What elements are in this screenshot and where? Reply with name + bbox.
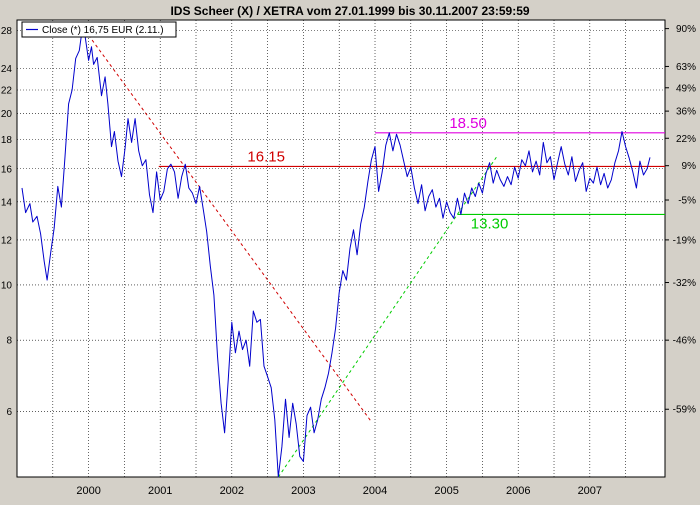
- y-right-tick-label: -5%: [678, 196, 696, 207]
- x-tick-label: 2005: [434, 485, 458, 497]
- x-axis: 2000 2001 2002 2003 2004 2005 2006 2007: [76, 485, 602, 497]
- legend-box: [21, 21, 177, 38]
- y-right-tick-label: 36%: [676, 107, 696, 118]
- y-tick-label: 6: [6, 407, 12, 418]
- y-axis-right: 90% 63% 49% 36% 22% 9% -5% -19% -32% -46% -59%: [665, 24, 696, 416]
- y-right-tick-label: -19%: [673, 235, 696, 246]
- plot-area: [16, 19, 666, 478]
- y-tick-label: 24: [1, 64, 13, 75]
- x-tick-label: 2004: [363, 485, 387, 497]
- y-tick-label: 20: [1, 109, 13, 120]
- price-series-line: [21, 29, 651, 478]
- legend-label: Close (*) 16,75 EUR (2.11.): [42, 25, 164, 36]
- y-right-tick-label: -59%: [673, 405, 696, 416]
- trend-lines: [84, 30, 498, 478]
- y-right-tick-label: 22%: [676, 134, 696, 145]
- level-label: 16.15: [247, 148, 285, 165]
- x-tick-label: 2000: [76, 485, 100, 497]
- legend: Close (*) 16,75 EUR (2.11.): [21, 21, 177, 38]
- x-tick-label: 2003: [291, 485, 315, 497]
- y-tick-label: 12: [1, 235, 13, 246]
- y-right-tick-label: -46%: [673, 336, 696, 347]
- y-right-tick-label: 9%: [682, 161, 697, 172]
- y-right-tick-label: 63%: [676, 62, 696, 73]
- y-axis-left: 28 24 22 20 18 16 14 12 10 8 6: [1, 26, 13, 418]
- y-tick-label: 10: [1, 280, 13, 291]
- y-tick-label: 18: [1, 135, 13, 146]
- series-group: [21, 29, 651, 478]
- x-tick-label: 2002: [220, 485, 244, 497]
- y-right-tick-label: -32%: [673, 278, 696, 289]
- y-right-tick-label: 49%: [676, 83, 696, 94]
- level-label: 18.50: [449, 115, 487, 132]
- x-tick-label: 2006: [506, 485, 530, 497]
- y-tick-label: 16: [1, 164, 13, 175]
- trend-line: [84, 30, 372, 423]
- grid-lines: [17, 20, 665, 477]
- y-tick-label: 8: [6, 336, 12, 347]
- y-tick-label: 14: [1, 197, 13, 208]
- trend-line: [277, 156, 498, 478]
- y-tick-label: 22: [1, 86, 13, 97]
- x-tick-label: 2007: [578, 485, 602, 497]
- y-right-tick-label: 90%: [676, 24, 696, 35]
- chart-title: IDS Scheer (X) / XETRA vom 27.01.1999 bi…: [170, 4, 529, 18]
- level-label: 13.30: [471, 215, 509, 232]
- x-tick-label: 2001: [148, 485, 172, 497]
- y-tick-label: 28: [1, 26, 13, 37]
